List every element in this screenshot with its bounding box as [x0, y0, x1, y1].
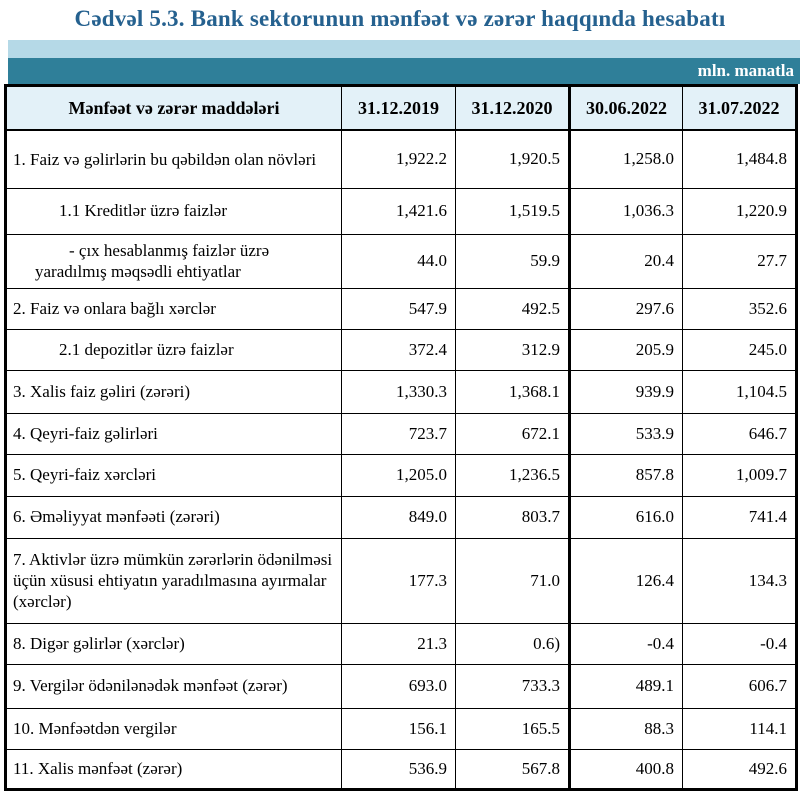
row-label-cell: 7. Aktivlər üzrə mümkün zərərlərin ödəni…: [5, 537, 342, 624]
table-row: 11. Xalis mənfəət (zərər) 536.9 567.8 40…: [5, 748, 797, 790]
value-cell: 646.7: [682, 412, 797, 455]
table-row: 10. Mənfəətdən vergilər 156.1 165.5 88.3…: [5, 707, 797, 750]
value-cell: 1,205.0: [341, 453, 456, 497]
col-items-header: Mənfəət və zərər maddələri: [5, 85, 342, 131]
value-cell: 567.8: [455, 748, 570, 790]
table-row: 8. Digər gəlirlər (xərclər) 21.3 0.6) -0…: [5, 622, 797, 665]
value-cell: 803.7: [455, 495, 570, 539]
value-cell: 21.3: [341, 622, 456, 665]
value-cell: 939.9: [568, 369, 683, 414]
value-cell: 1,368.1: [455, 369, 570, 414]
value-cell: 547.9: [341, 287, 456, 330]
table-row: 2.1 depozitlər üzrə faizlər 372.4 312.9 …: [5, 328, 797, 371]
value-cell: 27.7: [682, 233, 797, 289]
value-cell: 1,920.5: [455, 129, 570, 189]
table-header: Mənfəət və zərər maddələri 31.12.2019 31…: [5, 85, 797, 131]
table-row: 9. Vergilər ödənilənədək mənfəət (zərər)…: [5, 663, 797, 709]
row-label-cell: 8. Digər gəlirlər (xərclər): [5, 622, 342, 665]
header-row: Mənfəət və zərər maddələri 31.12.2019 31…: [5, 85, 797, 131]
value-cell: 1,104.5: [682, 369, 797, 414]
row-label-cell: 2. Faiz və onlara bağlı xərclər: [5, 287, 342, 330]
value-cell: 0.6): [455, 622, 570, 665]
value-cell: 1,009.7: [682, 453, 797, 497]
value-cell: 1,236.5: [455, 453, 570, 497]
row-label-cell: 5. Qeyri-faiz xərcləri: [5, 453, 342, 497]
value-cell: 134.3: [682, 537, 797, 624]
value-cell: 297.6: [568, 287, 683, 330]
value-cell: 533.9: [568, 412, 683, 455]
col-date-header: 31.07.2022: [682, 85, 797, 131]
table-row: 3. Xalis faiz gəliri (zərəri) 1,330.3 1,…: [5, 369, 797, 414]
value-cell: 1,330.3: [341, 369, 456, 414]
value-cell: 165.5: [455, 707, 570, 750]
value-cell: 44.0: [341, 233, 456, 289]
profit-loss-table: Mənfəət və zərər maddələri 31.12.2019 31…: [4, 84, 798, 791]
value-cell: 672.1: [455, 412, 570, 455]
page-title: Cədvəl 5.3. Bank sektorunun mənfəət və z…: [74, 6, 726, 31]
value-cell: 400.8: [568, 748, 683, 790]
value-cell: -0.4: [568, 622, 683, 665]
unit-label: mln. manatla: [697, 61, 794, 80]
value-cell: -0.4: [682, 622, 797, 665]
row-label-cell: - çıx hesablanmış faizlər üzrə yaradılmı…: [5, 233, 342, 289]
value-cell: 616.0: [568, 495, 683, 539]
value-cell: 245.0: [682, 328, 797, 371]
value-cell: 1,258.0: [568, 129, 683, 189]
table-row: 5. Qeyri-faiz xərcləri 1,205.0 1,236.5 8…: [5, 453, 797, 497]
value-cell: 492.5: [455, 287, 570, 330]
value-cell: 1,036.3: [568, 187, 683, 235]
value-cell: 1,484.8: [682, 129, 797, 189]
row-label-cell: 1. Faiz və gəlirlərin bu qəbildən olan n…: [5, 129, 342, 189]
table-row: 1. Faiz və gəlirlərin bu qəbildən olan n…: [5, 129, 797, 189]
value-cell: 205.9: [568, 328, 683, 371]
col-date-header: 30.06.2022: [568, 85, 683, 131]
table-body: 1. Faiz və gəlirlərin bu qəbildən olan n…: [5, 129, 797, 790]
value-cell: 114.1: [682, 707, 797, 750]
value-cell: 1,519.5: [455, 187, 570, 235]
value-cell: 126.4: [568, 537, 683, 624]
value-cell: 1,922.2: [341, 129, 456, 189]
value-cell: 849.0: [341, 495, 456, 539]
value-cell: 352.6: [682, 287, 797, 330]
table-row: 4. Qeyri-faiz gəlirləri 723.7 672.1 533.…: [5, 412, 797, 455]
row-label-cell: 4. Qeyri-faiz gəlirləri: [5, 412, 342, 455]
value-cell: 59.9: [455, 233, 570, 289]
value-cell: 20.4: [568, 233, 683, 289]
value-cell: 733.3: [455, 663, 570, 709]
col-date-header: 31.12.2019: [341, 85, 456, 131]
value-cell: 857.8: [568, 453, 683, 497]
row-label-cell: 1.1 Kreditlər üzrə faizlər: [5, 187, 342, 235]
table-row: 6. Əməliyyat mənfəəti (zərəri) 849.0 803…: [5, 495, 797, 539]
value-cell: 741.4: [682, 495, 797, 539]
value-cell: 1,421.6: [341, 187, 456, 235]
value-cell: 723.7: [341, 412, 456, 455]
decorative-band-light: [8, 40, 800, 58]
table-row: 7. Aktivlər üzrə mümkün zərərlərin ödəni…: [5, 537, 797, 624]
value-cell: 1,220.9: [682, 187, 797, 235]
col-date-header: 31.12.2020: [455, 85, 570, 131]
row-label-cell: 9. Vergilər ödənilənədək mənfəət (zərər): [5, 663, 342, 709]
value-cell: 693.0: [341, 663, 456, 709]
value-cell: 536.9: [341, 748, 456, 790]
row-label-cell: 11. Xalis mənfəət (zərər): [5, 748, 342, 790]
unit-band: mln. manatla: [8, 58, 800, 84]
value-cell: 492.6: [682, 748, 797, 790]
report-page: Cədvəl 5.3. Bank sektorunun mənfəət və z…: [0, 6, 800, 791]
value-cell: 312.9: [455, 328, 570, 371]
row-label-cell: 10. Mənfəətdən vergilər: [5, 707, 342, 750]
row-label-cell: 2.1 depozitlər üzrə faizlər: [5, 328, 342, 371]
value-cell: 489.1: [568, 663, 683, 709]
row-label-cell: 6. Əməliyyat mənfəəti (zərəri): [5, 495, 342, 539]
table-row: - çıx hesablanmış faizlər üzrə yaradılmı…: [5, 233, 797, 289]
value-cell: 71.0: [455, 537, 570, 624]
table-row: 1.1 Kreditlər üzrə faizlər 1,421.6 1,519…: [5, 187, 797, 235]
value-cell: 88.3: [568, 707, 683, 750]
value-cell: 372.4: [341, 328, 456, 371]
row-label-cell: 3. Xalis faiz gəliri (zərəri): [5, 369, 342, 414]
value-cell: 177.3: [341, 537, 456, 624]
value-cell: 606.7: [682, 663, 797, 709]
table-row: 2. Faiz və onlara bağlı xərclər 547.9 49…: [5, 287, 797, 330]
value-cell: 156.1: [341, 707, 456, 750]
